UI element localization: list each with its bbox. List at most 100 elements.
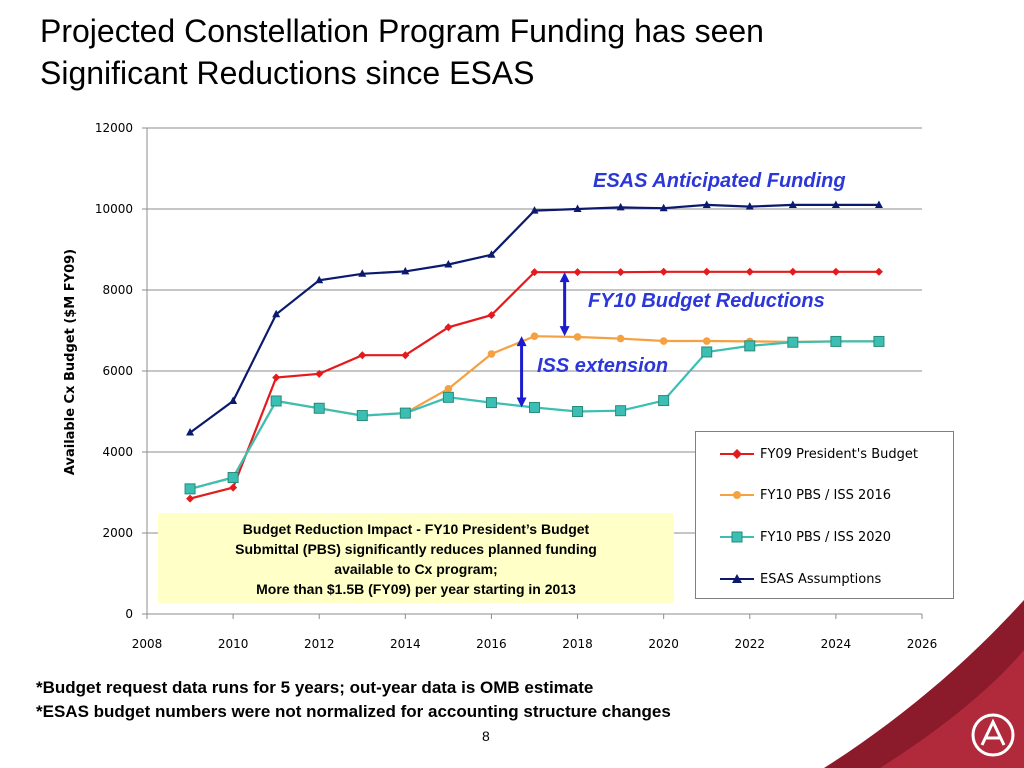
title-line-1: Projected Constellation Program Funding … bbox=[40, 13, 764, 49]
data-point bbox=[573, 268, 582, 277]
footnote-2: *ESAS budget numbers were not normalized… bbox=[36, 702, 671, 721]
data-point bbox=[485, 397, 497, 409]
data-point bbox=[788, 200, 797, 208]
legend-item-fy09: FY09 President's Budget bbox=[720, 444, 918, 464]
data-point bbox=[659, 267, 668, 276]
note-line-1: Budget Reduction Impact - FY10 President… bbox=[242, 521, 590, 537]
x-tick-label: 2010 bbox=[218, 637, 249, 651]
data-point bbox=[831, 267, 840, 276]
data-point bbox=[573, 204, 582, 212]
legend-item-fy10-iss2020: FY10 PBS / ISS 2020 bbox=[720, 527, 891, 547]
data-point bbox=[401, 266, 410, 275]
data-point bbox=[529, 401, 540, 413]
data-point bbox=[444, 385, 453, 393]
y-tick-label: 12000 bbox=[95, 121, 133, 135]
data-point bbox=[530, 206, 539, 214]
data-point bbox=[530, 332, 539, 340]
x-tick-label: 2012 bbox=[304, 637, 335, 651]
title-line-2: Significant Reductions since ESAS bbox=[40, 55, 535, 91]
data-point bbox=[272, 309, 281, 318]
data-point bbox=[399, 407, 411, 419]
data-point bbox=[616, 202, 625, 211]
annotation-iss-extension: ISS extension bbox=[537, 355, 669, 377]
note-line-4: More than $1.5B (FY09) per year starting… bbox=[256, 581, 576, 597]
data-point bbox=[873, 335, 885, 347]
data-point bbox=[270, 395, 282, 407]
x-tick-label: 2008 bbox=[132, 637, 163, 651]
legend-label: FY09 President's Budget bbox=[760, 446, 918, 462]
double-arrow-icon bbox=[516, 336, 527, 408]
data-point bbox=[831, 200, 840, 208]
data-point bbox=[787, 336, 799, 348]
x-tick-label: 2018 bbox=[562, 637, 593, 651]
chart-axes bbox=[142, 127, 923, 619]
x-tick-label: 2026 bbox=[907, 637, 938, 651]
y-tick-label: 4000 bbox=[102, 445, 133, 459]
data-point bbox=[229, 483, 238, 492]
data-point bbox=[616, 334, 625, 343]
data-point bbox=[702, 337, 711, 345]
data-point bbox=[356, 410, 368, 422]
data-point bbox=[659, 337, 668, 345]
data-point bbox=[487, 311, 496, 320]
note-line-2: Submittal (PBS) significantly reduces pl… bbox=[235, 541, 597, 557]
legend-circle-marker-icon bbox=[720, 491, 754, 499]
page-number: 8 bbox=[482, 728, 490, 744]
data-point bbox=[573, 333, 582, 341]
legend-diamond-marker-icon bbox=[720, 449, 754, 459]
x-tick-label: 2022 bbox=[735, 637, 766, 651]
footnote-1: *Budget request data runs for 5 years; o… bbox=[36, 678, 594, 697]
y-tick-label: 10000 bbox=[95, 202, 133, 216]
x-tick-label: 2024 bbox=[821, 637, 852, 651]
slide-title: Projected Constellation Program Funding … bbox=[40, 10, 940, 94]
double-arrow-icon bbox=[559, 272, 570, 337]
legend-square-marker-icon bbox=[720, 531, 754, 543]
data-point bbox=[358, 269, 367, 277]
data-point bbox=[444, 323, 453, 332]
y-tick-label: 8000 bbox=[102, 283, 133, 297]
reduction-arrows bbox=[516, 272, 570, 408]
data-point bbox=[442, 391, 454, 403]
x-tick-label: 2014 bbox=[390, 637, 421, 651]
data-point bbox=[745, 267, 754, 276]
y-axis-label: Available Cx Budget ($M FY09) bbox=[63, 249, 78, 475]
note-line-3: available to Cx program; bbox=[334, 561, 498, 577]
data-point bbox=[313, 402, 325, 414]
data-point bbox=[358, 351, 367, 360]
legend-item-fy10-iss2016: FY10 PBS / ISS 2016 bbox=[720, 485, 891, 505]
data-point bbox=[227, 472, 239, 484]
data-point bbox=[659, 203, 668, 212]
data-point bbox=[444, 259, 453, 268]
data-point bbox=[745, 202, 754, 210]
budget-impact-note: Budget Reduction Impact - FY10 President… bbox=[158, 513, 674, 603]
x-tick-label: 2016 bbox=[476, 637, 507, 651]
data-point bbox=[744, 340, 756, 352]
data-point bbox=[315, 275, 324, 284]
data-point bbox=[184, 483, 196, 495]
data-point bbox=[186, 494, 195, 503]
chart-series bbox=[184, 200, 885, 503]
series-2 bbox=[184, 335, 885, 495]
y-tick-label: 0 bbox=[125, 607, 133, 621]
series-0 bbox=[186, 267, 883, 503]
data-point bbox=[701, 346, 713, 358]
data-point bbox=[487, 350, 496, 358]
data-point bbox=[229, 396, 238, 404]
data-point bbox=[186, 428, 195, 436]
data-point bbox=[658, 395, 670, 407]
data-point bbox=[572, 406, 584, 417]
legend-label: ESAS Assumptions bbox=[760, 571, 882, 587]
data-point bbox=[487, 250, 496, 258]
data-point bbox=[272, 373, 281, 382]
data-point bbox=[615, 405, 627, 417]
data-point bbox=[830, 335, 842, 347]
data-point bbox=[702, 200, 711, 208]
y-tick-label: 2000 bbox=[102, 526, 133, 540]
footnotes: *Budget request data runs for 5 years; o… bbox=[36, 676, 671, 724]
data-point bbox=[874, 267, 883, 276]
data-point bbox=[616, 268, 625, 277]
data-point bbox=[315, 369, 324, 378]
data-point bbox=[874, 200, 883, 208]
legend-label: FY10 PBS / ISS 2016 bbox=[760, 487, 892, 503]
